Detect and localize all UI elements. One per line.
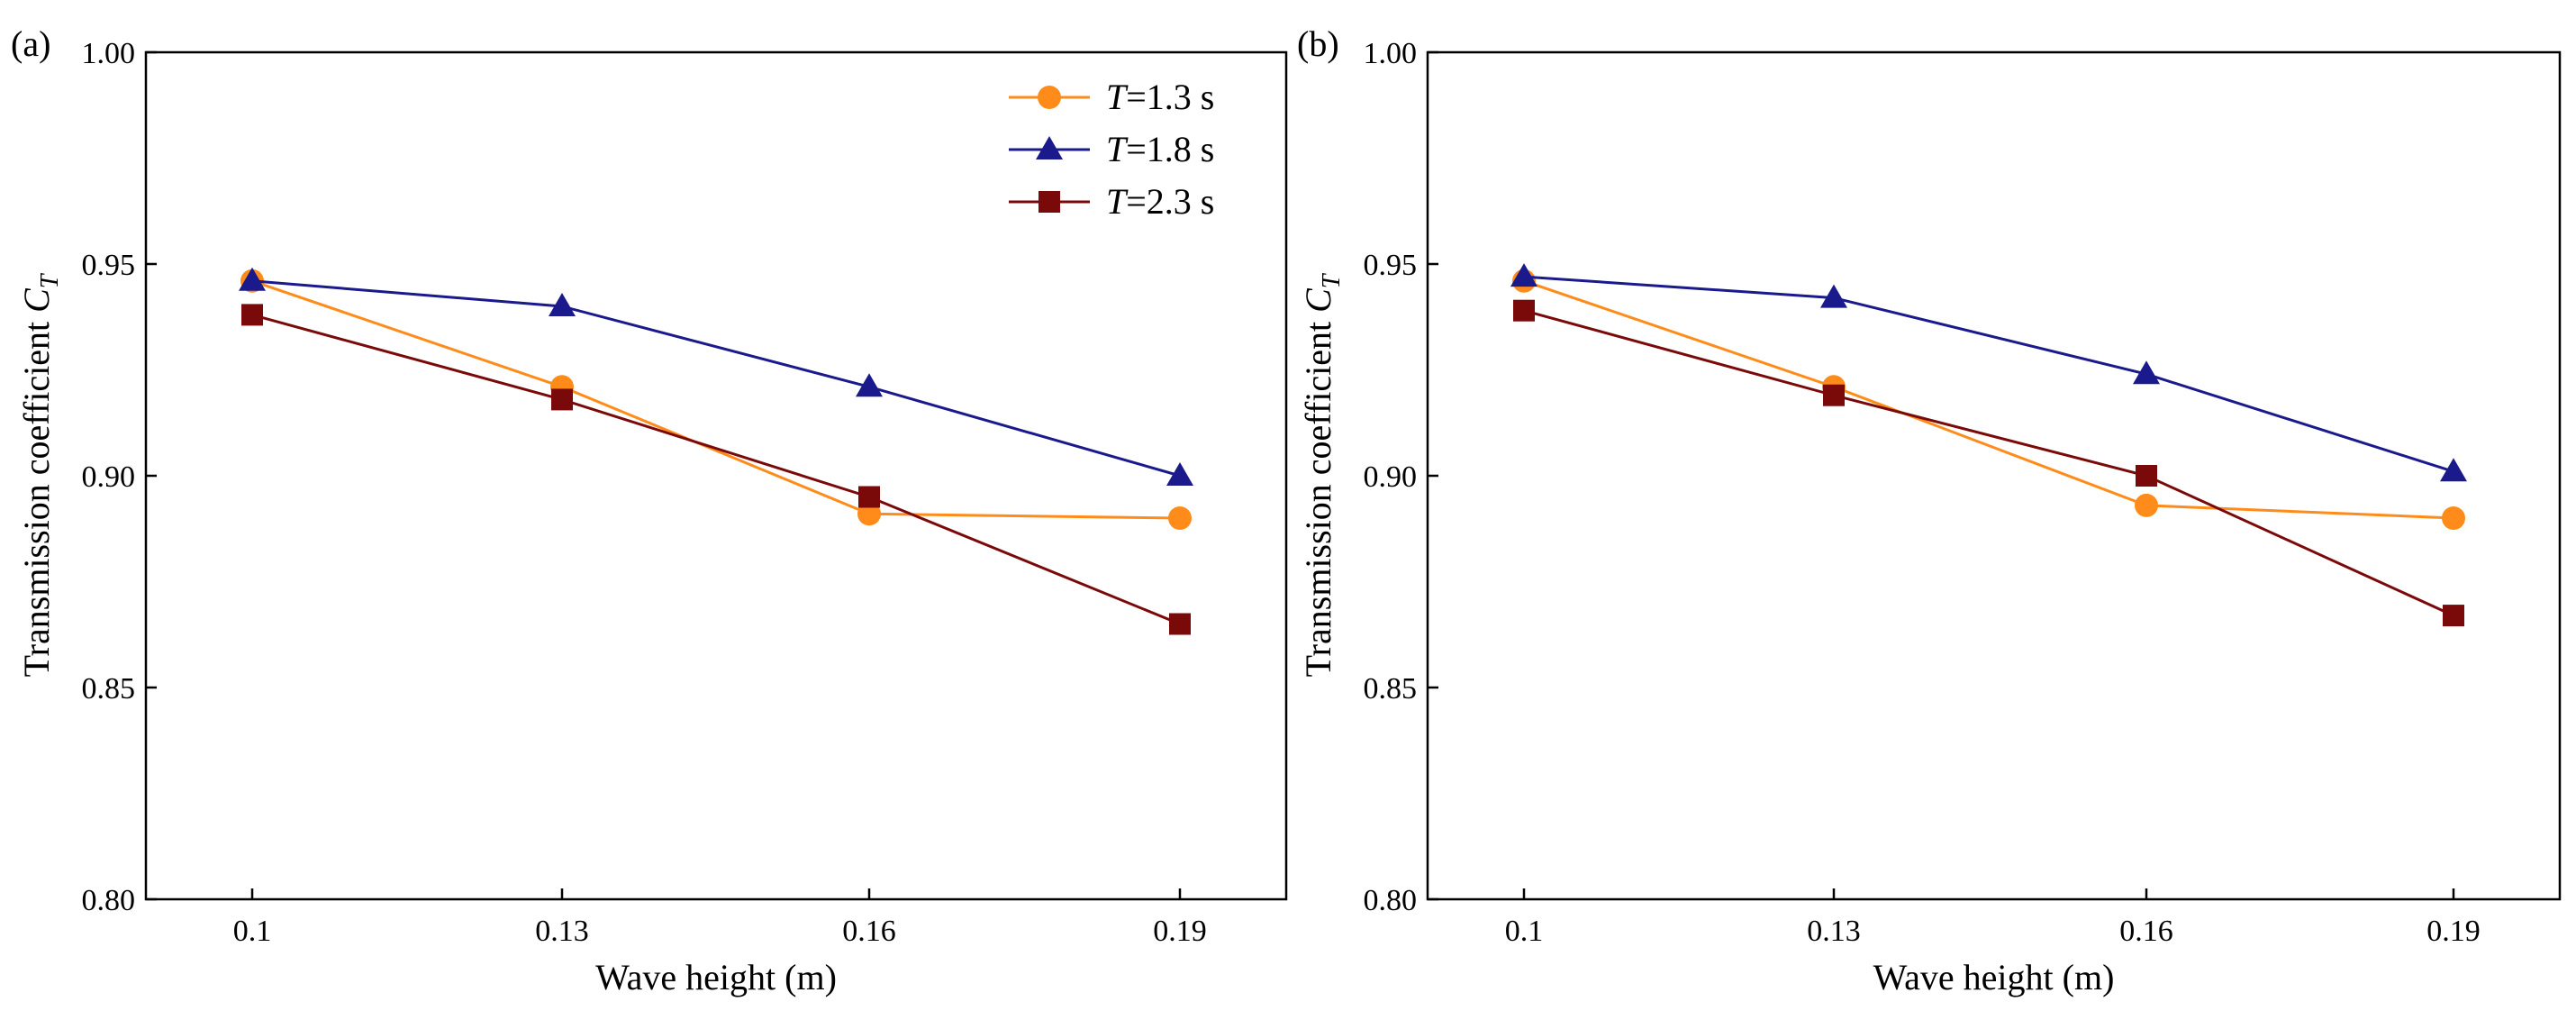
x-tick-label: 0.16 bbox=[2119, 915, 2173, 948]
y-tick-label: 0.95 bbox=[1364, 249, 1418, 282]
x-tick-label: 0.19 bbox=[1153, 915, 1207, 948]
data-point bbox=[2135, 493, 2158, 517]
x-tick-label: 0.1 bbox=[1505, 915, 1544, 948]
x-axis-title: Wave height (m) bbox=[595, 957, 837, 997]
series-line-2 bbox=[251, 279, 1181, 478]
x-axis-title: Wave height (m) bbox=[1873, 957, 2115, 997]
x-tick-label: 0.1 bbox=[233, 915, 272, 948]
legend-label: T=1.3 s bbox=[1106, 77, 1214, 117]
data-point bbox=[2442, 506, 2465, 530]
y-tick-label: 0.85 bbox=[1364, 672, 1418, 706]
legend-marker bbox=[1038, 86, 1061, 109]
panel-label: (a) bbox=[11, 23, 50, 64]
x-tick-label: 0.16 bbox=[842, 915, 896, 948]
data-point bbox=[549, 293, 576, 316]
data-point bbox=[1513, 299, 1535, 322]
y-tick-label: 0.90 bbox=[82, 460, 136, 494]
legend: T=1.3 s T=1.8 s T=2.3 s bbox=[1009, 77, 1214, 222]
data-point bbox=[1823, 384, 1845, 406]
chart-panel-a: (a) 0.80 0.85 0.90 0.95 1.00 0.1 0.13 0.16 0.19 Wa… bbox=[11, 23, 1288, 997]
series-line-1 bbox=[251, 279, 1181, 520]
plot-frame bbox=[1426, 50, 2562, 901]
series-line-3 bbox=[251, 313, 1181, 625]
series-line-1 bbox=[1523, 279, 2454, 520]
y-axis-title: Transmission coefficient CT bbox=[16, 272, 64, 677]
x-tick-label: 0.13 bbox=[535, 915, 589, 948]
data-point bbox=[1168, 506, 1192, 530]
legend-marker bbox=[1036, 136, 1063, 159]
data-point bbox=[858, 486, 880, 508]
data-point bbox=[857, 502, 881, 526]
x-tick-label: 0.13 bbox=[1807, 915, 1861, 948]
panel-label: (b) bbox=[1297, 23, 1339, 64]
series-line-2 bbox=[1523, 275, 2454, 473]
data-point bbox=[1166, 462, 1193, 486]
y-tick-label: 0.90 bbox=[1364, 460, 1418, 494]
y-tick-label: 1.00 bbox=[1364, 37, 1418, 70]
plot-frame bbox=[144, 50, 1288, 901]
chart-panel-b: (b) 0.80 0.85 0.90 0.95 1.00 0.1 0.13 0.16 0.19 Wa… bbox=[1297, 23, 2562, 997]
data-point bbox=[551, 388, 573, 411]
data-point bbox=[1510, 263, 1537, 287]
data-point bbox=[1820, 284, 1847, 308]
series-line-3 bbox=[1523, 309, 2454, 617]
legend-marker bbox=[1039, 191, 1060, 213]
y-axis-title: Transmission coefficient CT bbox=[1298, 272, 1346, 677]
data-point bbox=[241, 304, 263, 326]
data-point bbox=[856, 373, 883, 397]
data-point bbox=[1169, 613, 1191, 635]
data-point bbox=[2133, 360, 2160, 385]
y-tick-label: 0.85 bbox=[82, 672, 136, 706]
y-tick-label: 0.80 bbox=[1364, 884, 1418, 917]
legend-label: T=1.8 s bbox=[1106, 129, 1214, 169]
x-tick-label: 0.19 bbox=[2426, 915, 2481, 948]
data-point bbox=[239, 267, 266, 291]
legend-label: T=2.3 s bbox=[1106, 181, 1214, 222]
data-point bbox=[2136, 465, 2157, 487]
y-tick-label: 1.00 bbox=[82, 37, 136, 70]
data-point bbox=[2443, 605, 2464, 627]
y-tick-label: 0.80 bbox=[82, 884, 136, 917]
data-point bbox=[2440, 458, 2467, 482]
y-tick-label: 0.95 bbox=[82, 249, 136, 282]
